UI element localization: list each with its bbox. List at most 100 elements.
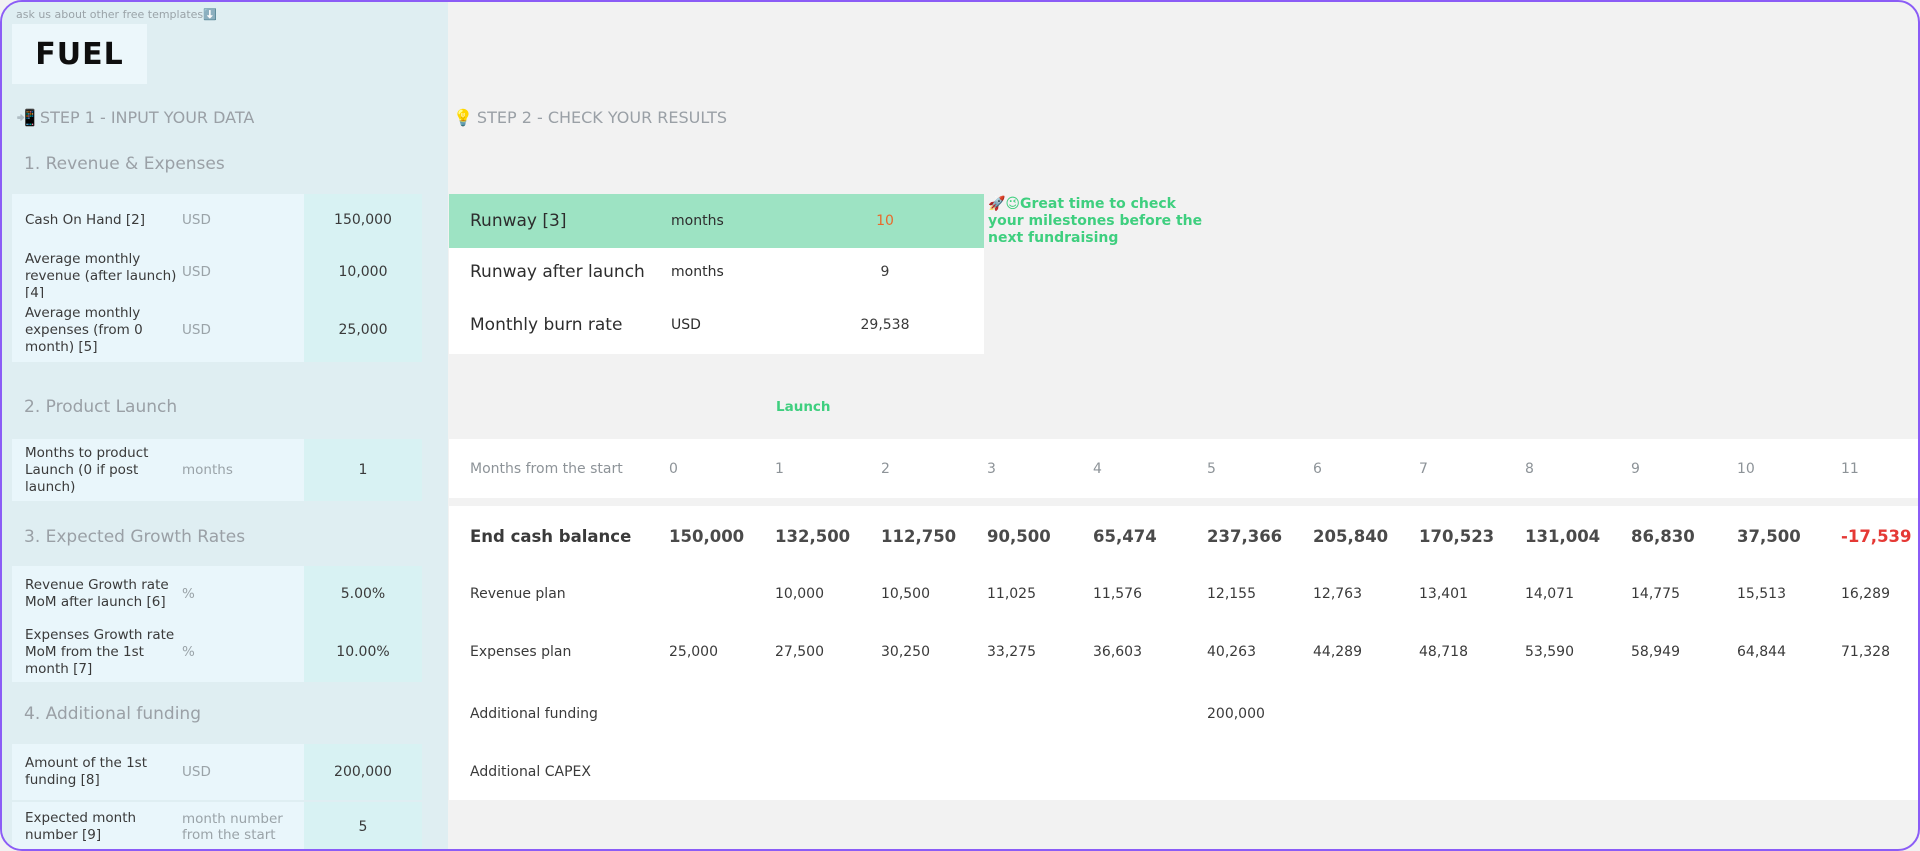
table-cell: 30,250	[881, 644, 930, 660]
section-launch: 2. Product Launch	[24, 397, 178, 417]
table-cell: 64,844	[1737, 644, 1786, 660]
result-unit: months	[671, 213, 724, 229]
input-cash-row: Cash On Hand [2] USD 150,000	[12, 194, 422, 246]
input-launch-row: Months to product Launch (0 if post laun…	[12, 439, 422, 501]
table-cell: 44,289	[1313, 644, 1362, 660]
result-unit: USD	[671, 317, 701, 333]
row-label: Additional funding	[470, 706, 598, 722]
table-cell: 40,263	[1207, 644, 1256, 660]
input-label: Average monthly revenue (after launch) […	[12, 246, 182, 298]
table-cell: 0	[669, 461, 678, 477]
table-cell: 1	[775, 461, 784, 477]
input-unit: USD	[182, 744, 304, 800]
step2-label: STEP 2 - CHECK YOUR RESULTS	[476, 108, 728, 127]
runway-after-value: 9	[880, 264, 890, 280]
step1-label: STEP 1 - INPUT YOUR DATA	[39, 108, 255, 127]
row-label: Additional CAPEX	[470, 764, 591, 780]
table-cell: 205,840	[1313, 526, 1389, 546]
revenue-input[interactable]: 10,000	[304, 246, 422, 298]
table-cell: 53,590	[1525, 644, 1574, 660]
result-runway-after: Runway after launch months 9	[449, 248, 984, 296]
table-cell: 6	[1313, 461, 1322, 477]
table-cell: 58,949	[1631, 644, 1680, 660]
table-cell: 15,513	[1737, 586, 1786, 602]
table-cell: 86,830	[1631, 526, 1695, 546]
input-label: Amount of the 1st funding [8]	[12, 744, 182, 800]
months-launch-input[interactable]: 1	[304, 439, 422, 501]
result-label: Runway after launch	[470, 262, 645, 282]
input-label: Expected month number [9]	[12, 802, 182, 849]
section-growth: 3. Expected Growth Rates	[24, 527, 246, 547]
table-cell: 13,401	[1419, 586, 1468, 602]
result-runway: Runway [3] months 10	[449, 194, 984, 248]
table-cell: 150,000	[669, 526, 745, 546]
expenses-growth-input[interactable]: 10.00%	[304, 622, 422, 682]
input-revgrowth-row: Revenue Growth rate MoM after launch [6]…	[12, 566, 422, 622]
table-cell: 10,500	[881, 586, 930, 602]
table-cell: 12,763	[1313, 586, 1362, 602]
input-label: Average monthly expenses (from 0 month) …	[12, 298, 182, 362]
step1-header: 📲 STEP 1 - INPUT YOUR DATA	[16, 108, 254, 127]
table-cell: 65,474	[1093, 526, 1157, 546]
cash-input[interactable]: 150,000	[304, 194, 422, 246]
row-label: End cash balance	[470, 526, 632, 546]
lightbulb-icon: 💡	[453, 108, 473, 127]
table-cell: 48,718	[1419, 644, 1468, 660]
table-cell: 5	[1207, 461, 1216, 477]
fundraising-note: 🚀😉Great time to check your milestones be…	[988, 196, 1203, 246]
result-label: Monthly burn rate	[470, 315, 623, 335]
table-cell: 71,328	[1841, 644, 1890, 660]
section-revenue: 1. Revenue & Expenses	[24, 154, 225, 174]
templates-hint[interactable]: ask us about other free templates⬇️	[16, 8, 217, 21]
table-cell: 10,000	[775, 586, 824, 602]
table-cell: 27,500	[775, 644, 824, 660]
input-unit: months	[182, 439, 304, 501]
table-cell: 132,500	[775, 526, 851, 546]
table-cell: 11,576	[1093, 586, 1142, 602]
table-cell: 33,275	[987, 644, 1036, 660]
table-row: Additional funding 200,000	[449, 694, 1918, 734]
input-fundmonth-row: Expected month number [9] month number f…	[12, 802, 422, 849]
row-label: Expenses plan	[470, 644, 572, 660]
input-unit: month number from the start	[182, 802, 304, 849]
logo-box: FUEL	[12, 24, 147, 84]
section-funding: 4. Additional funding	[24, 704, 201, 724]
expenses-input[interactable]: 25,000	[304, 298, 422, 362]
table-cell: 112,750	[881, 526, 957, 546]
table-cell: 170,523	[1419, 526, 1495, 546]
table-cell: 11,025	[987, 586, 1036, 602]
table-cell: 14,775	[1631, 586, 1680, 602]
input-expenses-row: Average monthly expenses (from 0 month) …	[12, 298, 422, 362]
table-cell: 12,155	[1207, 586, 1256, 602]
input-expgrowth-row: Expenses Growth rate MoM from the 1st mo…	[12, 622, 422, 682]
table-cell: 11	[1841, 461, 1859, 477]
table-band	[449, 506, 1918, 800]
funding-month-input[interactable]: 5	[304, 802, 422, 849]
table-row: Revenue plan 10,000 10,500 11,025 11,576 12,1…	[449, 574, 1918, 614]
table-cell: 90,500	[987, 526, 1051, 546]
burn-value: 29,538	[860, 317, 910, 333]
table-row: End cash balance 150,000 132,500 112,750 90,…	[449, 516, 1918, 556]
row-label: Months from the start	[470, 461, 623, 477]
result-burn: Monthly burn rate USD 29,538	[449, 296, 984, 354]
input-label: Months to product Launch (0 if post laun…	[12, 439, 182, 501]
table-cell: 10	[1737, 461, 1755, 477]
input-unit: USD	[182, 194, 304, 246]
input-unit: USD	[182, 246, 304, 298]
input-unit: USD	[182, 298, 304, 362]
table-cell: 16,289	[1841, 586, 1890, 602]
table-cell: 237,366	[1207, 526, 1283, 546]
revenue-growth-input[interactable]: 5.00%	[304, 566, 422, 622]
fuel-logo: FUEL	[35, 36, 124, 72]
table-row: Expenses plan 25,000 27,500 30,250 33,275 36,…	[449, 632, 1918, 672]
step2-header: 💡 STEP 2 - CHECK YOUR RESULTS	[453, 108, 727, 127]
funding-amount-input[interactable]: 200,000	[304, 744, 422, 800]
table-cell: 200,000	[1207, 706, 1265, 722]
input-panel: ask us about other free templates⬇️ FUEL…	[2, 2, 448, 849]
input-revenue-row: Average monthly revenue (after launch) […	[12, 246, 422, 298]
result-label: Runway [3]	[470, 211, 567, 231]
input-label: Cash On Hand [2]	[12, 194, 182, 246]
months-header-row: Months from the start 0 1 2 3 4 5 6 7 8 9 10 11	[449, 449, 1918, 489]
input-funding-row: Amount of the 1st funding [8] USD 200,00…	[12, 744, 422, 800]
